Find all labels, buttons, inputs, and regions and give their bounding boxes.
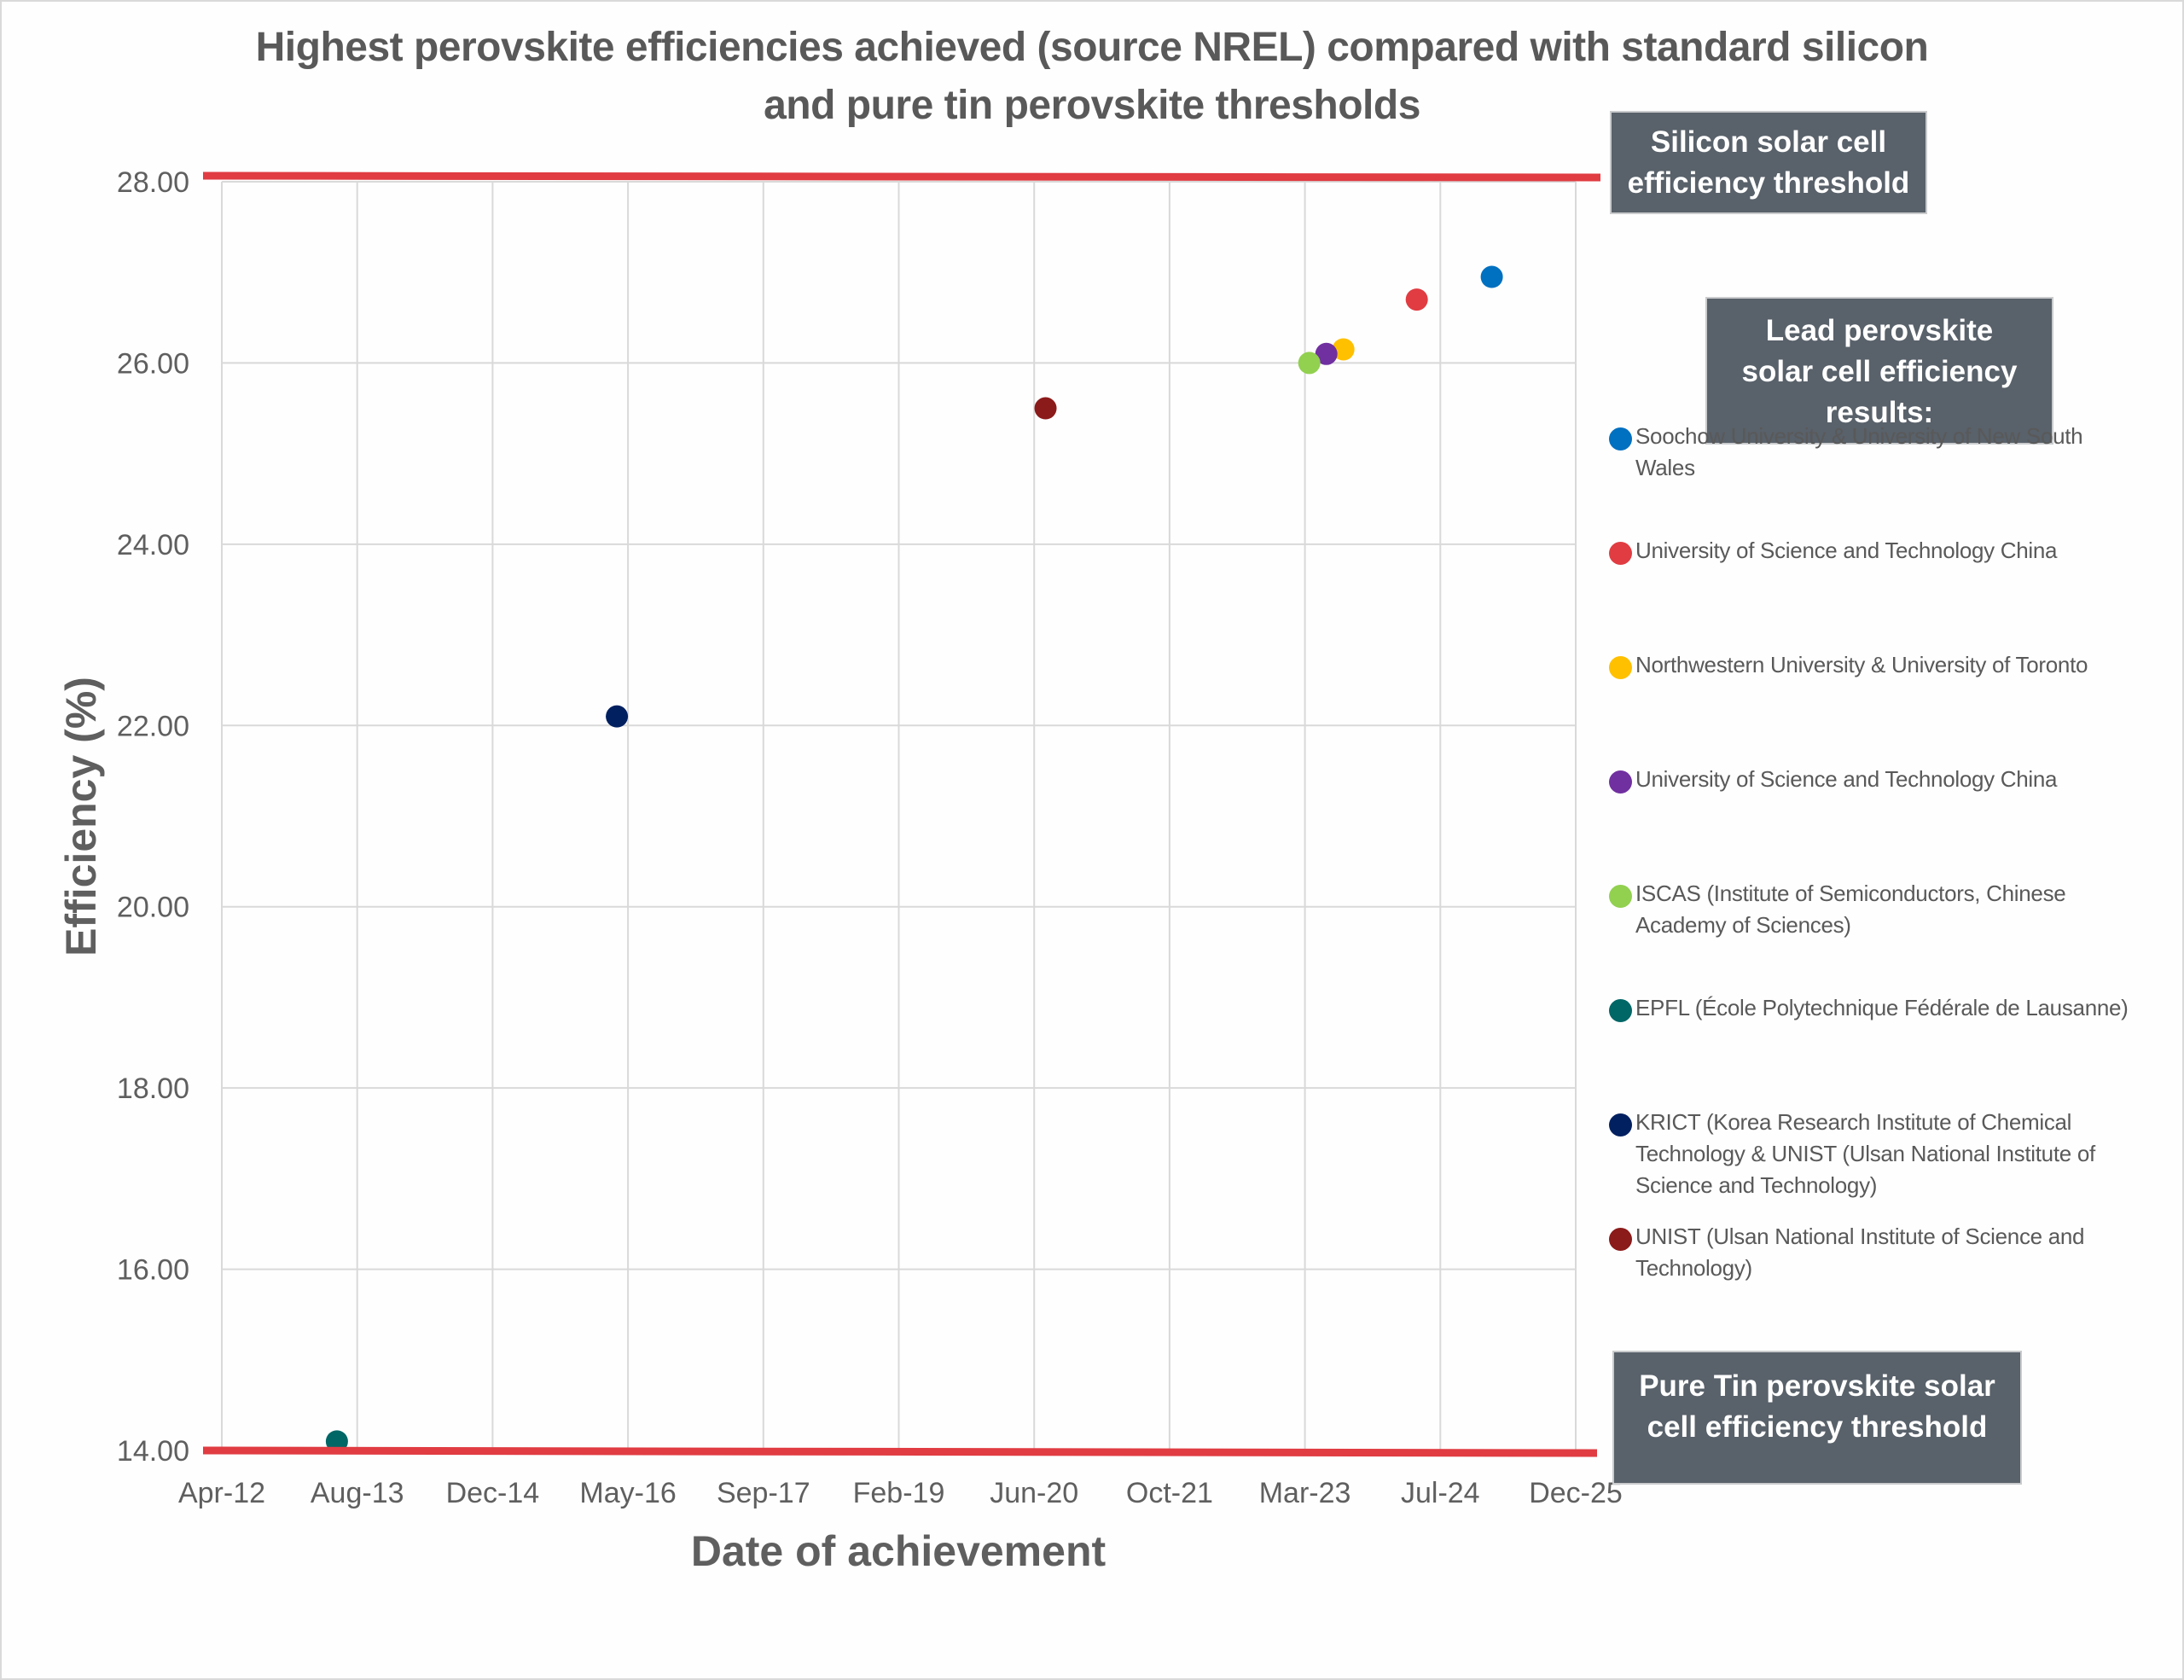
legend-item: University of Science and Technology Chi… bbox=[1609, 535, 2155, 567]
legend-label: Soochow University & University of New S… bbox=[1635, 423, 2083, 480]
silicon-threshold-line bbox=[202, 171, 1601, 182]
data-point bbox=[1298, 352, 1321, 375]
x-tick-label: Feb-19 bbox=[853, 1477, 945, 1509]
y-tick-label: 18.00 bbox=[117, 1073, 189, 1105]
silicon-callout-line-2: efficiency threshold bbox=[1627, 166, 1910, 200]
legend-marker-icon bbox=[1609, 542, 1632, 565]
legend-title: Lead perovskite solar cell efficiency re… bbox=[1741, 314, 2018, 429]
legend-item: University of Science and Technology Chi… bbox=[1609, 764, 2155, 795]
legend-label: ISCAS (Institute of Semiconductors, Chin… bbox=[1635, 881, 2066, 938]
y-tick-label: 20.00 bbox=[117, 892, 189, 924]
silicon-threshold-callout: Silicon solar cell efficiency threshold bbox=[1610, 111, 1927, 214]
y-tick-labels: 14.00 16.00 18.00 20.00 22.00 24.00 26.00 28.00 bbox=[117, 166, 189, 1468]
x-tick-label: Aug-13 bbox=[311, 1477, 404, 1509]
y-tick-label: 28.00 bbox=[117, 166, 189, 199]
tin-callout-line-1: Pure Tin perovskite solar bbox=[1639, 1369, 1995, 1403]
tin-threshold-line bbox=[202, 1446, 1598, 1457]
silicon-callout-line-1: Silicon solar cell bbox=[1650, 125, 1887, 159]
data-point bbox=[1034, 397, 1057, 420]
x-tick-label: Apr-12 bbox=[178, 1477, 265, 1509]
x-tick-label: Mar-23 bbox=[1259, 1477, 1351, 1509]
y-tick-label: 16.00 bbox=[117, 1254, 189, 1287]
chart-title-line-2: and pure tin perovskite thresholds bbox=[764, 83, 1420, 128]
legend-marker-icon bbox=[1609, 656, 1632, 679]
data-points bbox=[325, 265, 1503, 1453]
x-tick-label: May-16 bbox=[579, 1477, 676, 1509]
x-tick-label: Oct-21 bbox=[1126, 1477, 1213, 1509]
legend-label: UNIST (Ulsan National Institute of Scien… bbox=[1635, 1224, 2085, 1281]
legend-label: University of Science and Technology Chi… bbox=[1635, 766, 2058, 792]
tin-callout-line-2: cell efficiency threshold bbox=[1647, 1410, 1988, 1444]
chart-title-line-1: Highest perovskite efficiencies achieved… bbox=[255, 25, 1929, 70]
data-point bbox=[606, 705, 629, 728]
legend-marker-icon bbox=[1609, 770, 1632, 793]
legend-label: EPFL (École Polytechnique Fédérale de La… bbox=[1635, 995, 2129, 1020]
legend-marker-icon bbox=[1609, 427, 1632, 451]
x-tick-label: Jul-24 bbox=[1401, 1477, 1480, 1509]
legend-item: ISCAS (Institute of Semiconductors, Chin… bbox=[1609, 878, 2155, 941]
tin-threshold-callout: Pure Tin perovskite solar cell efficienc… bbox=[1612, 1351, 2022, 1485]
y-tick-label: 24.00 bbox=[117, 529, 189, 561]
data-point bbox=[1405, 288, 1428, 311]
y-axis-title: Efficiency (%) bbox=[57, 677, 105, 956]
legend-label: University of Science and Technology Chi… bbox=[1635, 538, 2058, 563]
legend-item: KRICT (Korea Research Institute of Chemi… bbox=[1609, 1107, 2155, 1201]
data-point bbox=[1332, 338, 1355, 361]
legend-marker-icon bbox=[1609, 1113, 1632, 1136]
y-tick-label: 14.00 bbox=[117, 1435, 189, 1468]
x-axis-title: Date of achievement bbox=[691, 1527, 1107, 1575]
legend-title-callout: Lead perovskite solar cell efficiency re… bbox=[1705, 297, 2053, 445]
x-gridlines bbox=[221, 182, 1577, 1450]
legend-item: Soochow University & University of New S… bbox=[1609, 421, 2155, 484]
x-tick-label: Jun-20 bbox=[990, 1477, 1078, 1509]
legend-label: Northwestern University & University of … bbox=[1635, 652, 2088, 677]
legend-label: KRICT (Korea Research Institute of Chemi… bbox=[1635, 1109, 2095, 1198]
x-tick-label: Dec-25 bbox=[1529, 1477, 1623, 1509]
x-tick-label: Dec-14 bbox=[446, 1477, 540, 1509]
x-tick-labels: Apr-12 Aug-13 Dec-14 May-16 Sep-17 Feb-19 Jun-… bbox=[178, 1477, 1623, 1509]
y-tick-label: 22.00 bbox=[117, 710, 189, 742]
legend-marker-icon bbox=[1609, 885, 1632, 908]
threshold-lines bbox=[202, 171, 1601, 1457]
legend-item: UNIST (Ulsan National Institute of Scien… bbox=[1609, 1221, 2155, 1284]
data-point bbox=[1480, 265, 1503, 288]
x-tick-label: Sep-17 bbox=[717, 1477, 810, 1509]
y-tick-label: 26.00 bbox=[117, 347, 189, 380]
legend-item: Northwestern University & University of … bbox=[1609, 649, 2155, 681]
legend-item: EPFL (École Polytechnique Fédérale de La… bbox=[1609, 992, 2155, 1024]
legend-marker-icon bbox=[1609, 1228, 1632, 1251]
data-point bbox=[1315, 342, 1338, 365]
legend-marker-icon bbox=[1609, 999, 1632, 1022]
